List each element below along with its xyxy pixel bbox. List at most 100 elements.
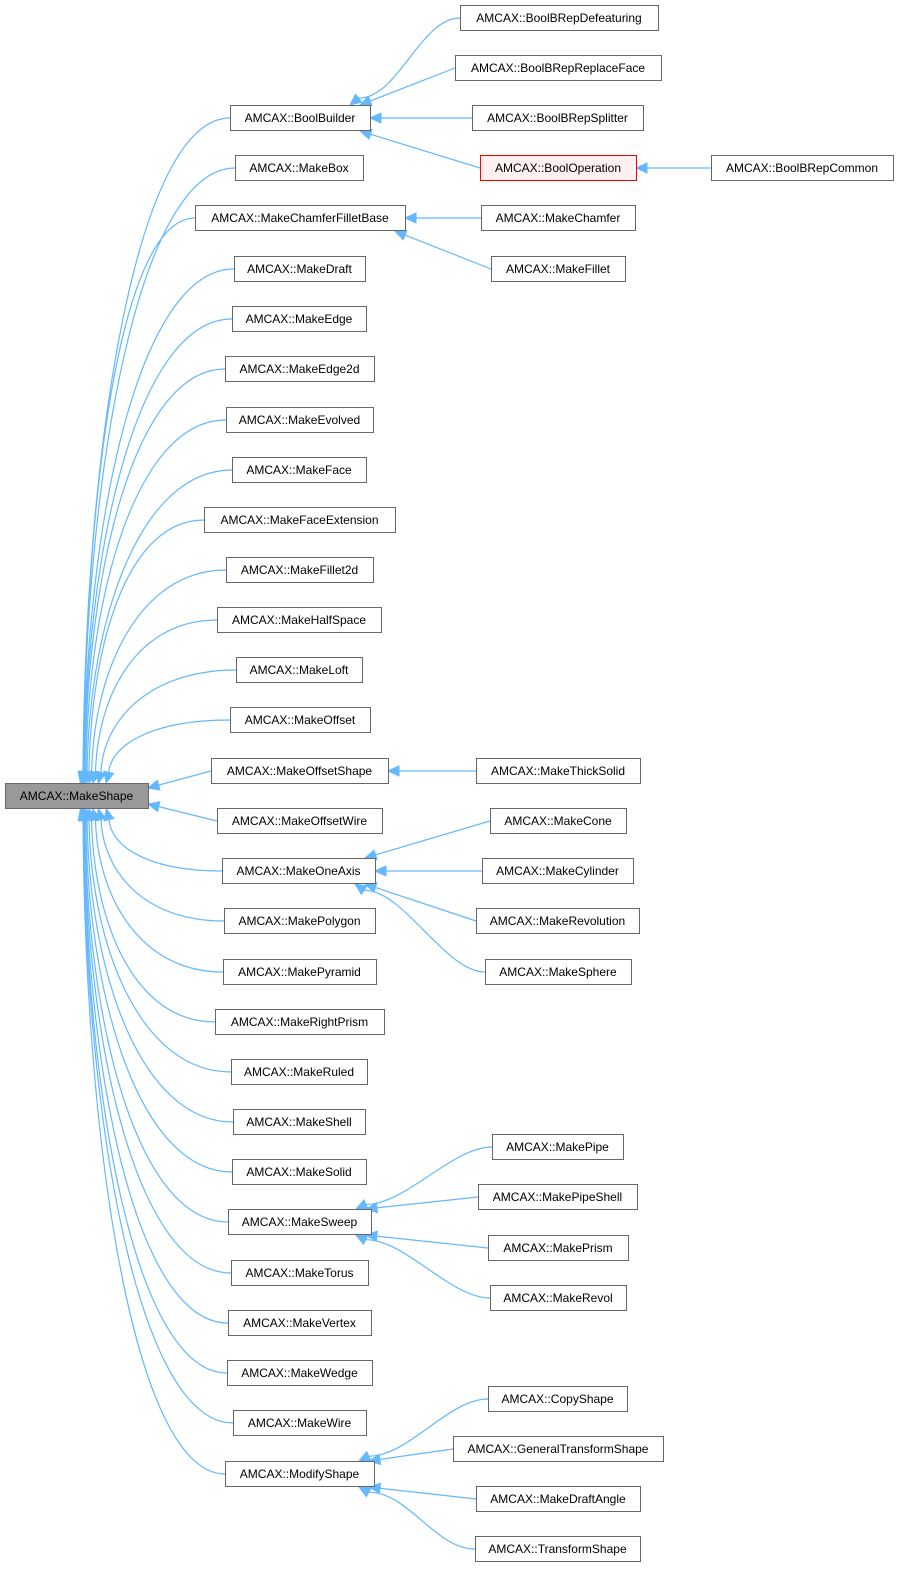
node-make-draft-angle[interactable]: AMCAX::MakeDraftAngle	[476, 1486, 641, 1512]
node-make-sweep[interactable]: AMCAX::MakeSweep	[228, 1209, 372, 1235]
edge-make-vertex-to-make-shape	[78, 807, 229, 1324]
node-box	[224, 908, 376, 934]
node-box	[485, 959, 632, 985]
edge-line	[108, 719, 231, 773]
node-make-offset-shape[interactable]: AMCAX::MakeOffsetShape	[211, 758, 389, 784]
node-label: AMCAX::GeneralTransformShape	[468, 1442, 649, 1456]
node-make-fillet2d[interactable]: AMCAX::MakeFillet2d	[226, 557, 374, 583]
node-make-offset-wire[interactable]: AMCAX::MakeOffsetWire	[217, 808, 383, 834]
node-make-draft[interactable]: AMCAX::MakeDraft	[234, 256, 366, 282]
node-make-ruled[interactable]: AMCAX::MakeRuled	[231, 1059, 368, 1085]
node-make-thick-solid[interactable]: AMCAX::MakeThickSolid	[476, 758, 641, 784]
node-label: AMCAX::MakeHalfSpace	[232, 613, 366, 627]
node-box	[223, 959, 377, 985]
node-make-wire[interactable]: AMCAX::MakeWire	[233, 1410, 367, 1436]
node-make-sphere[interactable]: AMCAX::MakeSphere	[485, 959, 632, 985]
edge-line	[94, 619, 218, 773]
node-bool-brep-splitter[interactable]: AMCAX::BoolBRepSplitter	[472, 105, 644, 131]
node-make-vertex[interactable]: AMCAX::MakeVertex	[228, 1310, 372, 1336]
node-make-prism[interactable]: AMCAX::MakePrism	[488, 1235, 629, 1261]
node-make-shape[interactable]: AMCAX::MakeShape	[5, 783, 149, 809]
node-make-fillet[interactable]: AMCAX::MakeFillet	[491, 256, 626, 282]
edge-make-edge-to-make-shape	[78, 318, 233, 785]
edge-line	[375, 820, 491, 856]
node-label: AMCAX::MakeRevolution	[490, 914, 625, 928]
node-make-edge2d[interactable]: AMCAX::MakeEdge2d	[225, 356, 375, 382]
node-box	[460, 5, 659, 31]
node-label: AMCAX::MakeThickSolid	[491, 764, 625, 778]
edge-line	[364, 889, 486, 973]
node-box	[232, 1159, 367, 1185]
node-make-box[interactable]: AMCAX::MakeBox	[235, 155, 364, 181]
node-make-edge[interactable]: AMCAX::MakeEdge	[232, 306, 367, 332]
node-make-evolved[interactable]: AMCAX::MakeEvolved	[226, 407, 374, 433]
node-make-pipe-shell[interactable]: AMCAX::MakePipeShell	[478, 1184, 638, 1210]
node-box	[482, 858, 634, 884]
node-make-torus[interactable]: AMCAX::MakeTorus	[231, 1260, 369, 1286]
node-box	[228, 1310, 372, 1336]
edge-make-pipe-shell-to-make-sweep	[364, 1196, 479, 1214]
node-make-pyramid[interactable]: AMCAX::MakePyramid	[223, 959, 377, 985]
node-make-pipe[interactable]: AMCAX::MakePipe	[492, 1134, 624, 1160]
edge-line	[91, 569, 227, 773]
edge-line	[368, 1398, 489, 1457]
edge-modify-shape-to-make-shape	[77, 807, 226, 1475]
node-box	[490, 808, 627, 834]
node-make-revolution[interactable]: AMCAX::MakeRevolution	[476, 908, 640, 934]
node-label: AMCAX::MakeSweep	[242, 1215, 358, 1229]
node-label: AMCAX::MakeWire	[248, 1416, 352, 1430]
node-label: AMCAX::MakeOneAxis	[236, 864, 360, 878]
edge-make-one-axis-to-make-shape	[103, 807, 223, 872]
edge-line	[358, 17, 461, 99]
edge-make-draft-angle-to-modify-shape	[367, 1482, 477, 1500]
node-label: AMCAX::MakeDraft	[247, 262, 352, 276]
node-make-half-space[interactable]: AMCAX::MakeHalfSpace	[217, 607, 382, 633]
node-make-shell[interactable]: AMCAX::MakeShell	[233, 1109, 366, 1135]
node-label: AMCAX::BoolBRepCommon	[726, 161, 878, 175]
node-bool-brep-common[interactable]: AMCAX::BoolBRepCommon	[711, 155, 894, 181]
node-make-chamfer-fillet-base[interactable]: AMCAX::MakeChamferFilletBase	[195, 205, 406, 231]
node-make-wedge[interactable]: AMCAX::MakeWedge	[227, 1360, 373, 1386]
node-make-face[interactable]: AMCAX::MakeFace	[232, 457, 367, 483]
node-bool-operation[interactable]: AMCAX::BoolOperation	[480, 155, 637, 181]
node-transform-shape[interactable]: AMCAX::TransformShape	[475, 1536, 641, 1562]
node-make-one-axis[interactable]: AMCAX::MakeOneAxis	[222, 858, 376, 884]
edge-line	[82, 819, 226, 1475]
node-box	[491, 256, 626, 282]
node-bool-brep-defeaturing[interactable]: AMCAX::BoolBRepDefeaturing	[460, 5, 659, 31]
node-make-right-prism[interactable]: AMCAX::MakeRightPrism	[215, 1009, 385, 1035]
edge-make-right-prism-to-make-shape	[86, 807, 216, 1023]
node-label: AMCAX::MakeFillet	[506, 262, 611, 276]
arrowhead-icon	[354, 1198, 369, 1210]
arrowhead-icon	[95, 770, 107, 785]
edge-line	[94, 819, 224, 973]
node-box	[232, 306, 367, 332]
arrowhead-icon	[354, 1234, 369, 1246]
node-general-transform-shape[interactable]: AMCAX::GeneralTransformShape	[453, 1436, 664, 1462]
node-bool-builder[interactable]: AMCAX::BoolBuilder	[230, 105, 371, 131]
edge-line	[158, 770, 212, 786]
node-box	[490, 1285, 627, 1311]
node-make-cylinder[interactable]: AMCAX::MakeCylinder	[482, 858, 634, 884]
node-make-chamfer[interactable]: AMCAX::MakeChamfer	[481, 205, 636, 231]
node-make-offset[interactable]: AMCAX::MakeOffset	[230, 707, 371, 733]
node-copy-shape[interactable]: AMCAX::CopyShape	[488, 1386, 628, 1412]
arrowhead-icon	[77, 807, 89, 822]
node-make-polygon[interactable]: AMCAX::MakePolygon	[224, 908, 376, 934]
node-make-cone[interactable]: AMCAX::MakeCone	[490, 808, 627, 834]
node-modify-shape[interactable]: AMCAX::ModifyShape	[225, 1461, 375, 1487]
node-make-face-extension[interactable]: AMCAX::MakeFaceExtension	[204, 507, 396, 533]
node-box	[233, 1109, 366, 1135]
edge-line	[84, 368, 226, 773]
node-make-revol[interactable]: AMCAX::MakeRevol	[490, 1285, 627, 1311]
node-box	[476, 908, 640, 934]
node-box	[222, 858, 376, 884]
edge-line	[376, 1196, 479, 1209]
node-box	[230, 707, 371, 733]
node-label: AMCAX::MakeEdge	[246, 312, 353, 326]
node-bool-brep-replace-face[interactable]: AMCAX::BoolBRepReplaceFace	[455, 55, 662, 81]
node-make-loft[interactable]: AMCAX::MakeLoft	[236, 657, 363, 683]
arrowhead-icon	[373, 865, 387, 877]
node-make-solid[interactable]: AMCAX::MakeSolid	[232, 1159, 367, 1185]
